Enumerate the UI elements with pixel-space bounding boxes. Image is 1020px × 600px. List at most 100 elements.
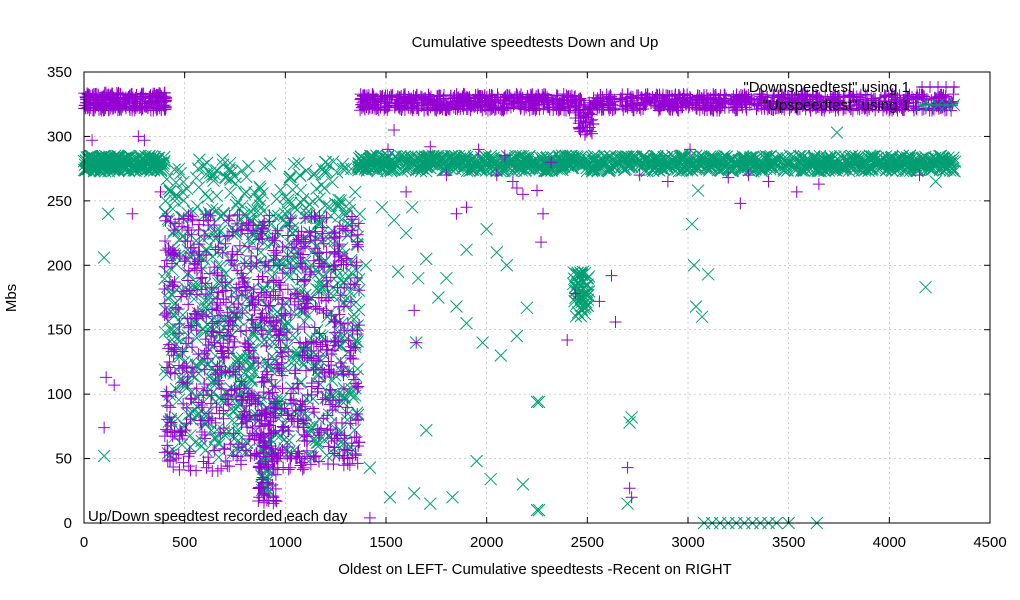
up-point xyxy=(839,162,852,176)
up-point xyxy=(603,161,616,174)
up-point xyxy=(588,157,602,171)
up-point xyxy=(366,149,380,163)
up-point xyxy=(774,150,788,163)
x-tick-label: 500 xyxy=(172,534,197,551)
up-point xyxy=(313,192,326,205)
up-point xyxy=(649,159,663,173)
up-point xyxy=(778,163,791,177)
up-point xyxy=(923,162,937,176)
up-point xyxy=(836,151,850,165)
up-point xyxy=(817,154,831,167)
x-tick-label: 1500 xyxy=(369,534,402,551)
up-point xyxy=(161,280,174,294)
up-point xyxy=(273,347,287,361)
up-point xyxy=(213,259,227,273)
up-point xyxy=(253,199,267,212)
up-point xyxy=(93,164,107,178)
up-point xyxy=(473,159,487,172)
up-point xyxy=(867,150,881,163)
up-point xyxy=(344,162,358,176)
x-tick-label: 2000 xyxy=(470,534,503,551)
up-point xyxy=(277,300,290,314)
up-point xyxy=(926,162,940,176)
y-tick-label: 150 xyxy=(47,322,72,339)
up-point xyxy=(565,152,578,166)
y-tick-label: 200 xyxy=(47,257,72,274)
data-points xyxy=(77,86,962,530)
up-point xyxy=(165,288,179,302)
up-point xyxy=(245,372,258,386)
up-point xyxy=(293,376,307,390)
up-point xyxy=(614,152,627,166)
up-point xyxy=(360,159,374,173)
up-point xyxy=(220,406,233,420)
up-point xyxy=(696,150,710,164)
up-point xyxy=(181,328,195,342)
y-tick-label: 350 xyxy=(47,64,72,81)
y-tick-label: 50 xyxy=(55,451,72,468)
up-point xyxy=(87,164,101,177)
up-point xyxy=(482,151,496,164)
up-point xyxy=(389,156,403,170)
up-point xyxy=(809,160,823,174)
up-point xyxy=(661,161,674,174)
up-point xyxy=(495,154,509,168)
up-point xyxy=(735,157,748,171)
up-point xyxy=(895,156,909,170)
up-point xyxy=(856,155,870,168)
up-point xyxy=(566,154,580,168)
up-point xyxy=(281,205,295,219)
up-point xyxy=(943,156,957,170)
up-point xyxy=(751,161,765,174)
up-point xyxy=(603,163,617,177)
up-point xyxy=(665,160,678,174)
up-point xyxy=(707,157,721,171)
up-point xyxy=(191,200,204,213)
up-point xyxy=(879,163,893,177)
up-point xyxy=(634,161,648,174)
up-point xyxy=(846,159,860,173)
up-point xyxy=(872,154,886,167)
up-point xyxy=(123,156,137,169)
up-point xyxy=(426,149,440,163)
y-tick-label: 300 xyxy=(47,128,72,145)
up-point xyxy=(210,260,224,273)
up-point xyxy=(85,149,99,163)
up-point xyxy=(863,149,877,163)
up-point xyxy=(253,180,266,194)
up-point xyxy=(748,163,762,176)
up-point xyxy=(370,160,383,173)
up-point xyxy=(381,150,395,164)
up-point xyxy=(144,160,158,173)
up-point xyxy=(645,163,659,176)
up-point xyxy=(199,167,213,181)
x-tick-label: 4500 xyxy=(973,534,1006,551)
up-point xyxy=(421,159,435,173)
up-point xyxy=(325,224,339,238)
up-point xyxy=(685,160,699,174)
up-point xyxy=(282,193,295,206)
up-point xyxy=(188,370,202,384)
up-point xyxy=(789,160,803,174)
up-point xyxy=(690,160,704,174)
up-point xyxy=(341,413,354,427)
up-point xyxy=(864,161,878,175)
up-point xyxy=(509,149,522,163)
x-tick-label: 2500 xyxy=(571,534,604,551)
up-point xyxy=(597,149,611,163)
up-point xyxy=(578,156,592,169)
up-point xyxy=(676,163,690,177)
up-point xyxy=(871,151,884,165)
up-point xyxy=(158,206,172,220)
up-point xyxy=(853,150,866,163)
x-tick-label: 0 xyxy=(80,534,88,551)
up-point xyxy=(189,171,203,185)
legend-label-down: "Downspeedtest" using 1 xyxy=(743,79,910,96)
up-point xyxy=(106,157,120,170)
up-point xyxy=(900,163,913,177)
up-point xyxy=(642,156,656,170)
up-point xyxy=(137,155,151,169)
up-point xyxy=(263,326,277,340)
up-point xyxy=(883,159,896,173)
up-point xyxy=(764,159,778,172)
